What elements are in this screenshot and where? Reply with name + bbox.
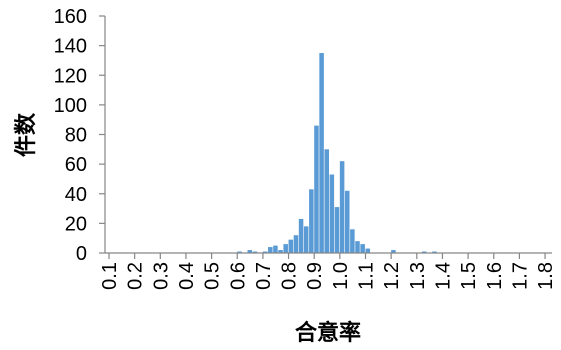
x-tick-label: 0.8: [279, 262, 301, 290]
x-tick-label: 0.4: [176, 262, 198, 290]
x-tick-label: 0.2: [125, 262, 147, 290]
axes: [99, 15, 552, 259]
histogram-bar: [360, 244, 365, 253]
histogram-bar: [365, 248, 371, 253]
y-tick-label: 100: [54, 95, 87, 117]
y-tick-label: 160: [54, 6, 87, 28]
histogram-bar: [293, 235, 299, 253]
histogram-bar: [334, 207, 340, 253]
histogram-bar: [303, 226, 309, 253]
x-tick-label: 1.4: [432, 262, 454, 290]
histogram-bar: [273, 245, 278, 253]
y-tick-label: 40: [65, 184, 87, 206]
histogram-bar: [432, 251, 437, 253]
x-tick-label: 1.0: [330, 262, 352, 290]
histogram-bar: [309, 189, 314, 253]
histogram-bar: [329, 174, 335, 253]
bars: [237, 53, 437, 253]
histogram-bar: [288, 239, 294, 253]
x-tick-label: 1.5: [458, 262, 480, 290]
histogram-bar: [278, 250, 283, 253]
y-tick-label: 20: [65, 213, 87, 235]
histogram-bar: [319, 53, 324, 253]
y-tick-label: 120: [54, 65, 87, 87]
y-tick-label: 60: [65, 154, 87, 176]
x-tick-label: 1.8: [535, 262, 557, 290]
x-tick-label: 0.6: [227, 262, 249, 290]
histogram-bar: [298, 218, 304, 253]
x-tick-label: 1.2: [381, 262, 403, 290]
x-tick-label: 0.7: [253, 262, 275, 290]
x-tick-label: 0.9: [304, 262, 326, 290]
histogram-bar: [344, 190, 350, 253]
y-tick-label: 0: [76, 243, 87, 265]
histogram-bar: [247, 250, 253, 253]
histogram-bar: [355, 241, 360, 253]
x-axis-title: 合意率: [295, 320, 361, 346]
histogram-bar: [314, 125, 319, 253]
x-axis-ticks: 0.1 0.2 0.3 0.4 0.5 0.6 0.7 0.8 0.9 1.0 1.1 1.2 1.3 1…: [99, 262, 557, 290]
histogram-bar: [283, 244, 288, 253]
histogram-bar: [391, 250, 396, 253]
x-tick-label: 0.5: [202, 262, 224, 290]
x-tick-label: 1.6: [484, 262, 506, 290]
x-tick-label: 1.3: [407, 262, 429, 290]
histogram-bar: [237, 251, 242, 253]
x-tick-label: 0.3: [150, 262, 172, 290]
y-axis-title: 件数: [13, 112, 39, 157]
x-tick-label: 0.1: [99, 262, 121, 290]
y-tick-label: 80: [65, 125, 87, 147]
y-tick-label: 140: [54, 36, 87, 58]
histogram-bar: [252, 251, 258, 253]
histogram-bar: [339, 161, 345, 253]
x-tick-label: 1.7: [509, 262, 531, 290]
histogram-bar: [421, 251, 427, 253]
y-axis-ticks: 0 20 40 60 80 100 120 140 160: [54, 6, 87, 265]
histogram-bar: [262, 251, 268, 253]
histogram-bar: [268, 247, 273, 253]
x-tick-label: 1.1: [356, 262, 378, 290]
histogram-bar: [324, 149, 329, 253]
histogram-bar: [350, 229, 355, 253]
